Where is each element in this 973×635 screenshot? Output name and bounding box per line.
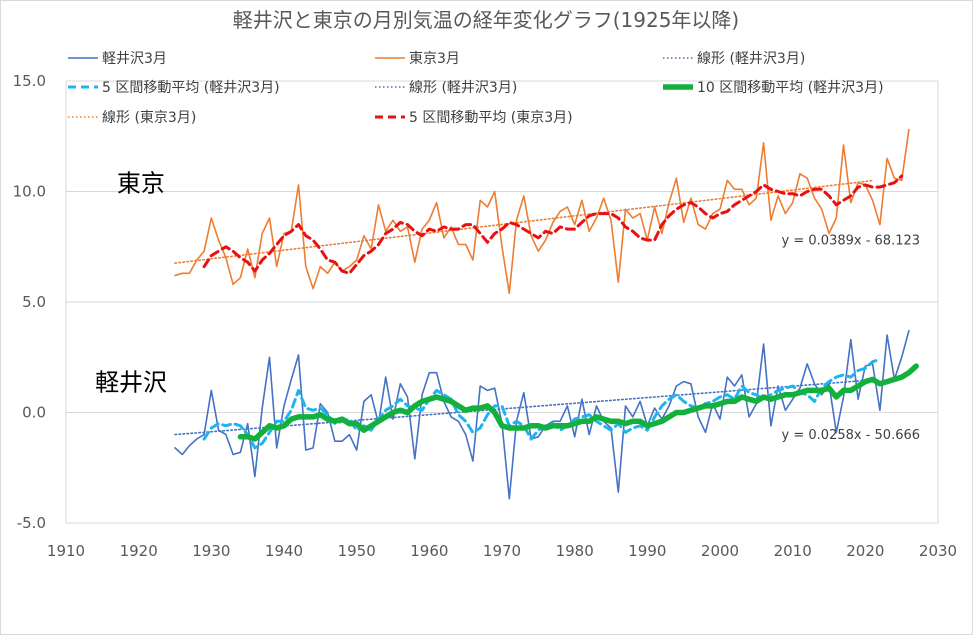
x-tick-label: 2000 <box>701 542 739 560</box>
legend-label: 線形 (東京3月) <box>102 110 196 126</box>
x-tick-label: 1990 <box>628 542 666 560</box>
legend-label: 軽井沢3月 <box>102 51 167 67</box>
annotations: 東京 軽井沢 y = 0.0389x - 68.123 y = 0.0258x … <box>95 170 920 444</box>
x-tick-label: 1980 <box>556 542 594 560</box>
x-tick-label: 1930 <box>192 542 230 560</box>
legend-label: 5 区間移動平均 (東京3月) <box>409 110 573 126</box>
y-tick-label: 15.0 <box>13 72 46 90</box>
legend-label: 東京3月 <box>409 51 460 67</box>
trendline-equation-karuizawa: y = 0.0258x - 50.666 <box>782 428 920 443</box>
y-tick-label: 10.0 <box>13 183 46 201</box>
legend: 軽井沢3月 東京3月 線形 (軽井沢3月)5 区間移動平均 (軽井沢3月) 線形 (軽… <box>68 51 884 126</box>
series-line-ma10_karuizawa <box>237 363 919 442</box>
annotation-tokyo-label: 東京 <box>117 170 165 198</box>
series-line-trend_karuizawa <box>174 379 874 436</box>
x-tick-label: 1910 <box>47 542 85 560</box>
x-tick-label: 1920 <box>120 542 158 560</box>
trendline-equation-tokyo: y = 0.0389x - 68.123 <box>782 234 920 249</box>
legend-label: 線形 (軽井沢3月) <box>697 51 805 67</box>
series-layer <box>174 128 919 500</box>
chart-title: 軽井沢と東京の月別気温の経年変化グラフ(1925年以降) <box>233 8 740 32</box>
grid-layer <box>65 80 939 524</box>
x-tick-label: 2030 <box>919 542 957 560</box>
series-line-tokyo <box>174 128 910 295</box>
series-line-ma5_tokyo <box>202 174 904 275</box>
x-tick-label: 1960 <box>410 542 448 560</box>
legend-label: 5 区間移動平均 (軽井沢3月) <box>102 80 280 96</box>
legend-label: 線形 (軽井沢3月) <box>409 80 517 96</box>
x-tick-label: 1970 <box>483 542 521 560</box>
x-tick-label: 2010 <box>774 542 812 560</box>
y-tick-label: -5.0 <box>17 514 46 532</box>
y-tick-label: 5.0 <box>22 293 46 311</box>
legend-label: 10 区間移動平均 (軽井沢3月) <box>697 80 884 96</box>
series-line-karuizawa <box>174 329 910 500</box>
annotation-karuizawa-label: 軽井沢 <box>95 368 167 396</box>
x-tick-label: 1950 <box>338 542 376 560</box>
x-tick-label: 1940 <box>265 542 303 560</box>
y-tick-label: 0.0 <box>22 404 46 422</box>
x-tick-label: 2020 <box>846 542 884 560</box>
